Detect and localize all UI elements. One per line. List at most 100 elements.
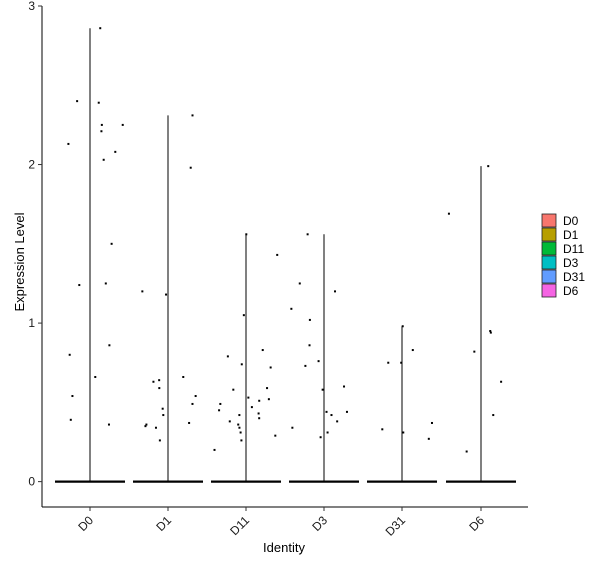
data-point — [334, 290, 337, 293]
data-point — [165, 293, 168, 296]
x-tick-label: D3 — [309, 513, 330, 534]
data-point — [108, 344, 111, 347]
data-point — [144, 425, 147, 428]
data-point — [68, 353, 71, 356]
legend-key — [541, 213, 557, 228]
data-point — [152, 380, 155, 383]
data-point — [245, 233, 248, 236]
y-tick-label: 3 — [28, 0, 35, 13]
data-point — [290, 307, 293, 310]
data-point — [401, 325, 404, 328]
violin-group-D11 — [211, 233, 281, 483]
data-point — [240, 439, 243, 442]
data-point — [121, 123, 124, 126]
x-tick-label: D0 — [75, 513, 96, 534]
legend-label: D31 — [563, 270, 585, 284]
data-point — [158, 439, 161, 442]
data-point — [94, 375, 97, 378]
data-point — [247, 396, 250, 399]
data-point — [304, 364, 307, 367]
y-axis-title: Expression Level — [12, 212, 27, 311]
data-point — [387, 361, 390, 364]
data-point — [343, 385, 346, 388]
data-point — [489, 331, 492, 334]
data-point — [400, 361, 403, 364]
data-point — [306, 233, 309, 236]
data-point — [465, 450, 468, 453]
data-point — [110, 242, 113, 245]
data-point — [345, 410, 348, 413]
data-point — [240, 363, 243, 366]
data-point — [191, 402, 194, 405]
data-point — [411, 349, 414, 352]
legend-key — [541, 241, 557, 256]
legend-label: D3 — [563, 256, 579, 270]
legend-label: D11 — [563, 242, 584, 256]
violin-group-D31 — [367, 325, 437, 483]
legend-key — [541, 255, 557, 270]
data-point — [188, 421, 191, 424]
data-point — [308, 318, 311, 321]
y-tick-label: 0 — [28, 475, 35, 489]
y-tick-label: 1 — [28, 316, 35, 330]
data-point — [266, 387, 269, 390]
data-point — [107, 423, 110, 426]
data-point — [218, 409, 221, 412]
data-point — [330, 414, 333, 417]
data-point — [99, 27, 102, 30]
data-point — [238, 426, 241, 429]
data-point — [189, 166, 192, 169]
data-point — [182, 375, 185, 378]
data-point — [258, 399, 261, 402]
data-point — [336, 420, 339, 423]
data-point — [317, 360, 320, 363]
data-point — [257, 412, 260, 415]
data-point — [500, 380, 503, 383]
data-point — [162, 414, 165, 417]
data-point — [238, 414, 241, 417]
legend-label: D0 — [563, 214, 579, 228]
data-point — [492, 414, 495, 417]
data-point — [430, 421, 433, 424]
legend-label: D6 — [563, 284, 579, 298]
data-point — [67, 142, 70, 145]
data-point — [291, 426, 294, 429]
data-point — [213, 448, 216, 451]
data-point — [321, 388, 324, 391]
data-point — [191, 114, 194, 117]
data-point — [250, 406, 253, 409]
legend-key — [541, 283, 557, 298]
data-point — [267, 398, 270, 401]
data-point — [226, 355, 229, 358]
data-point — [381, 428, 384, 431]
data-point — [228, 420, 231, 423]
data-point — [232, 388, 235, 391]
data-point — [100, 130, 103, 133]
data-point — [447, 212, 450, 215]
data-point — [237, 423, 240, 426]
data-point — [258, 417, 261, 420]
legend-key — [541, 269, 557, 284]
data-point — [276, 253, 279, 256]
data-point — [154, 426, 157, 429]
x-tick-label: D1 — [153, 513, 174, 534]
data-point — [242, 314, 245, 317]
x-tick-label: D6 — [466, 513, 487, 534]
data-point — [308, 344, 311, 347]
data-point — [145, 423, 148, 426]
data-point — [219, 402, 222, 405]
data-point — [325, 410, 328, 413]
data-point — [194, 395, 197, 398]
y-tick-label: 2 — [28, 158, 35, 172]
data-point — [487, 165, 490, 168]
data-point — [261, 349, 264, 352]
violin-group-D3 — [289, 233, 359, 483]
data-point — [489, 330, 492, 333]
data-point — [473, 350, 476, 353]
data-point — [100, 123, 103, 126]
violin-group-D1 — [133, 114, 203, 483]
x-axis-title: Identity — [263, 540, 305, 555]
data-point — [319, 436, 322, 439]
